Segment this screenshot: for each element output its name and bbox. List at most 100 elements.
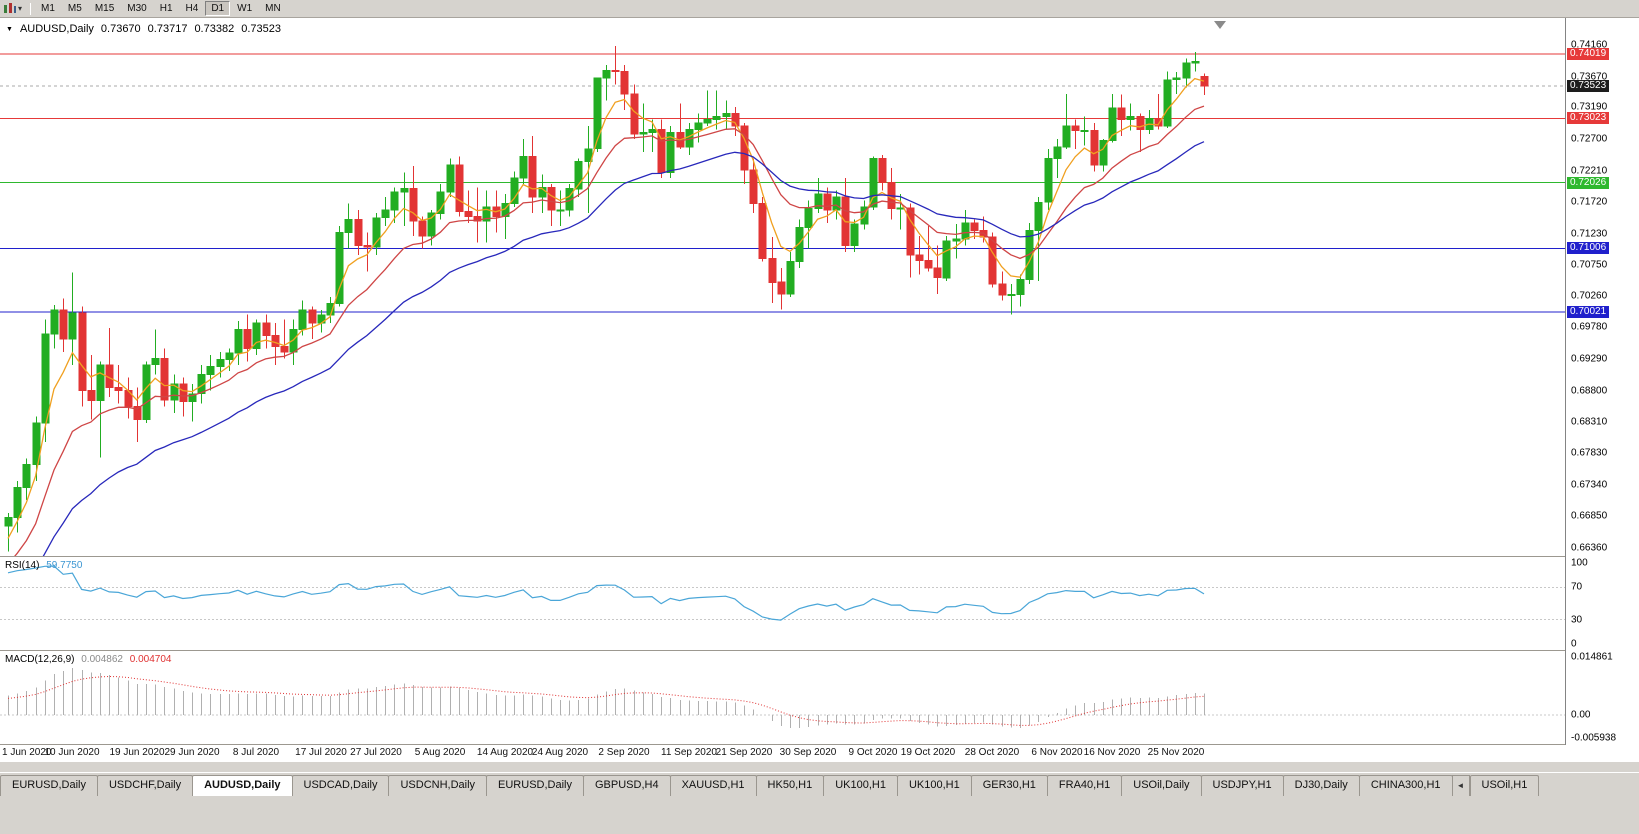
price-axis-label: 0.72700 [1571, 133, 1608, 145]
price-axis[interactable]: 0.74160 0.73670 0.73190 0.72700 0.72210 0.717… [1565, 18, 1639, 745]
pane-splitter[interactable] [0, 556, 1639, 557]
timeframe-button-h1[interactable]: H1 [159, 3, 173, 14]
chart-menu-marker-icon[interactable]: ▼ [6, 25, 13, 33]
chart-type-icon[interactable] [3, 2, 17, 15]
date-axis[interactable]: 1 Jun 2020 10 Jun 2020 19 Jun 2020 29 Jun 2… [0, 745, 1639, 762]
chart-tab-gbpusd-h4[interactable]: GBPUSD,H4 [583, 775, 671, 796]
pane-splitter[interactable] [0, 650, 1639, 651]
price-axis-label: 0.67830 [1571, 447, 1608, 459]
chart-background [0, 18, 1639, 762]
price-axis-label: 0.68800 [1571, 385, 1608, 397]
pane-splitter[interactable] [0, 744, 1639, 745]
moving-average-line-mid [14, 105, 1205, 556]
timeframe-buttons: M1 M5 M15 M30 H1 H4 D1 W1 MN [35, 1, 287, 16]
chevron-down-icon[interactable]: ▾ [18, 4, 23, 13]
macd-signal-value: 0.004704 [129, 654, 172, 665]
moving-average-line-slow [42, 141, 1205, 556]
chart-tab-xauusd-h1[interactable]: XAUUSD,H1 [669, 775, 757, 796]
chart-tab-ger30-h1[interactable]: GER30,H1 [970, 775, 1048, 796]
rsi-indicator-label: RSI(14) 59.7750 [5, 560, 82, 571]
chart-tab-uk100-h1[interactable]: UK100,H1 [896, 775, 972, 796]
date-axis-label: 1 Jun 2020 [2, 747, 52, 758]
macd-signal-line [7, 675, 1205, 726]
timeframe-button-h4[interactable]: H4 [185, 3, 199, 14]
date-axis-label: 16 Nov 2020 [1083, 747, 1141, 758]
price-axis-label: 0.66360 [1571, 542, 1608, 554]
rsi-axis-label: 70 [1571, 581, 1583, 593]
price-axis-label: 0.71720 [1571, 196, 1608, 208]
macd-main-value: 0.004862 [81, 654, 123, 665]
chart-tab-usdchf-daily[interactable]: USDCHF,Daily [96, 775, 194, 796]
chart-ohlc-readout: ▼ AUDUSD,Daily 0.73670 0.73717 0.73382 0… [6, 23, 281, 35]
chart-tab-fra40-h1[interactable]: FRA40,H1 [1046, 775, 1123, 796]
macd-indicator-label: MACD(12,26,9) 0.004862 0.004704 [5, 654, 171, 665]
price-axis-label: 0.74160 [1571, 39, 1608, 51]
chart-shift-marker [1214, 21, 1226, 29]
price-axis-label: 0.69290 [1571, 353, 1608, 365]
ohlc-low-value: 0.73382 [194, 23, 235, 35]
date-axis-label: 2 Sep 2020 [598, 747, 650, 758]
timeframe-button-m30[interactable]: M30 [127, 3, 147, 14]
macd-axis-label: -0.005938 [1571, 732, 1617, 744]
toolbar: ▾ M1 M5 M15 M30 H1 H4 D1 W1 MN [0, 0, 1639, 18]
date-axis-label: 10 Jun 2020 [44, 747, 100, 758]
date-axis-label: 11 Sep 2020 [661, 747, 717, 758]
chart-tab-usdcad-daily[interactable]: USDCAD,Daily [291, 775, 390, 796]
ohlc-close-value: 0.73523 [241, 23, 281, 35]
price-axis-label: 0.70260 [1571, 290, 1608, 302]
candlesticks [4, 46, 1209, 552]
date-axis-label: 28 Oct 2020 [964, 747, 1020, 758]
rsi-name: RSI(14) [5, 560, 40, 571]
macd-axis-label: 0.014861 [1571, 651, 1613, 663]
price-axis-label: 0.66850 [1571, 510, 1608, 522]
chart-tab-usdjpy-h1[interactable]: USDJPY,H1 [1200, 775, 1284, 796]
chart-tab-usoil-daily[interactable]: USOil,Daily [1121, 775, 1202, 796]
chart-tab-bar: EURUSD,Daily USDCHF,Daily AUDUSD,Daily USDC… [0, 772, 1639, 796]
chart-tab-dj30-daily[interactable]: DJ30,Daily [1282, 775, 1360, 796]
date-axis-label: 6 Nov 2020 [1031, 747, 1083, 758]
timeframe-button-m1[interactable]: M1 [41, 3, 55, 14]
ohlc-open-value: 0.73670 [100, 23, 141, 35]
price-level-tag: 0.74019 [1567, 48, 1610, 60]
date-axis-label: 14 Aug 2020 [476, 747, 534, 758]
tab-scroll-left-button[interactable]: ◄ [1451, 775, 1470, 796]
timeframe-button-m5[interactable]: M5 [67, 3, 82, 14]
date-axis-label: 5 Aug 2020 [414, 747, 466, 758]
date-axis-label: 21 Sep 2020 [715, 747, 773, 758]
chart-tab-eurusd-daily[interactable]: EURUSD,Daily [0, 775, 98, 796]
price-level-tag: 0.70021 [1567, 306, 1610, 318]
timeframe-button-d1[interactable]: D1 [205, 1, 231, 16]
price-axis-label: 0.73670 [1571, 71, 1608, 83]
timeframe-button-mn[interactable]: MN [265, 3, 281, 14]
price-level-tag: 0.73023 [1567, 112, 1610, 124]
main-price-pane[interactable] [0, 18, 1565, 556]
chart-tab-usdcnh-daily[interactable]: USDCNH,Daily [388, 775, 488, 796]
macd-histogram [7, 668, 1206, 729]
horizontal-level-lines [0, 53, 1565, 313]
toolbar-separator [30, 2, 32, 15]
rsi-axis-label: 30 [1571, 614, 1583, 626]
date-axis-label: 24 Aug 2020 [531, 747, 589, 758]
chart-tab-china300-h1[interactable]: CHINA300,H1 [1358, 775, 1453, 796]
current-price-tag: 0.73523 [1567, 80, 1610, 92]
date-axis-label: 29 Jun 2020 [164, 747, 220, 758]
chart-symbol-label: AUDUSD,Daily [19, 23, 94, 35]
chart-tab-usoil-h1[interactable]: USOil,H1 [1469, 775, 1540, 796]
rsi-pane[interactable] [0, 557, 1565, 650]
chart-tab-eurusd-daily[interactable]: EURUSD,Daily [486, 775, 584, 796]
macd-pane[interactable] [0, 651, 1565, 744]
chart-tab-audusd-daily[interactable]: AUDUSD,Daily [192, 775, 293, 796]
chart-tab-hk50-h1[interactable]: HK50,H1 [755, 775, 825, 796]
price-level-tag: 0.71006 [1567, 242, 1610, 254]
timeframe-button-w1[interactable]: W1 [237, 3, 253, 14]
chart-tab-uk100-h1[interactable]: UK100,H1 [823, 775, 898, 796]
moving-average-line-fast [7, 77, 1205, 539]
price-axis-label: 0.72210 [1571, 165, 1608, 177]
date-axis-label: 27 Jul 2020 [350, 747, 402, 758]
timeframe-button-m15[interactable]: M15 [94, 3, 115, 14]
macd-name: MACD(12,26,9) [5, 654, 75, 665]
price-axis-label: 0.67340 [1571, 479, 1608, 491]
macd-axis-label: 0.00 [1571, 709, 1591, 721]
date-axis-label: 19 Jun 2020 [109, 747, 165, 758]
date-axis-label: 8 Jul 2020 [232, 747, 280, 758]
